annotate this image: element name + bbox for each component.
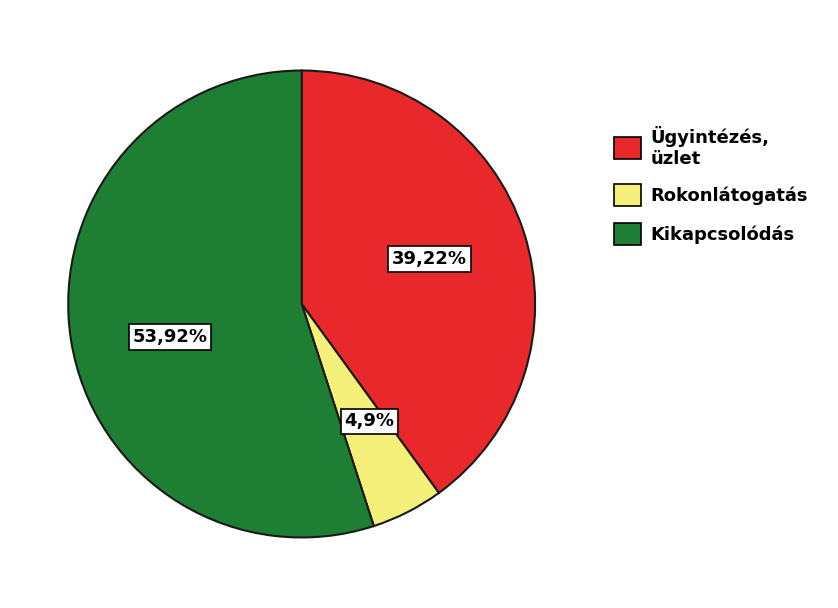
Wedge shape xyxy=(302,304,439,526)
Wedge shape xyxy=(302,71,535,493)
Text: 39,22%: 39,22% xyxy=(392,250,467,268)
Wedge shape xyxy=(68,71,374,537)
Text: 53,92%: 53,92% xyxy=(133,328,208,346)
Legend: Ügyintézés,
üzlet, Rokonlátogatás, Kikapcsolódás: Ügyintézés, üzlet, Rokonlátogatás, Kikap… xyxy=(614,126,808,244)
Text: 4,9%: 4,9% xyxy=(344,412,395,430)
